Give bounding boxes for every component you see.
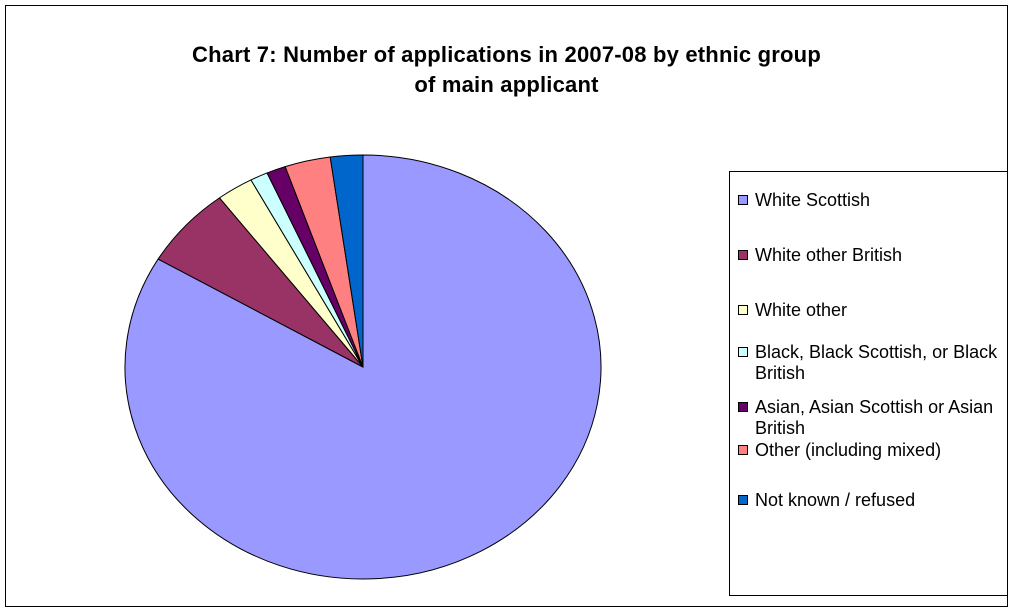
legend-label: Other (including mixed) <box>755 440 942 460</box>
legend-label: Asian, Asian Scottish or Asian British <box>755 397 994 438</box>
pie-slice-1 <box>124 154 602 580</box>
pie-slice-7 <box>329 154 364 368</box>
legend-swatch <box>738 250 748 260</box>
legend-label: Not known / refused <box>755 490 916 510</box>
chart-title: Chart 7: Number of applications in 2007-… <box>192 42 821 97</box>
legend-swatch <box>738 402 748 412</box>
chart-frame: Chart 7: Number of applications in 2007-… <box>5 5 1008 607</box>
legend-label: White other British <box>755 245 903 265</box>
legend-swatch <box>738 347 748 357</box>
legend-swatch <box>738 495 748 505</box>
legend-label: Black, Black Scottish, or Black British <box>755 342 998 383</box>
pie-chart <box>124 154 602 580</box>
legend-label: White other <box>755 300 848 320</box>
legend-swatch <box>738 195 748 205</box>
legend-swatch <box>738 445 748 455</box>
legend-label: White Scottish <box>755 190 871 210</box>
legend: White Scottish White other British White o… <box>729 171 1007 596</box>
legend-swatch <box>738 305 748 315</box>
